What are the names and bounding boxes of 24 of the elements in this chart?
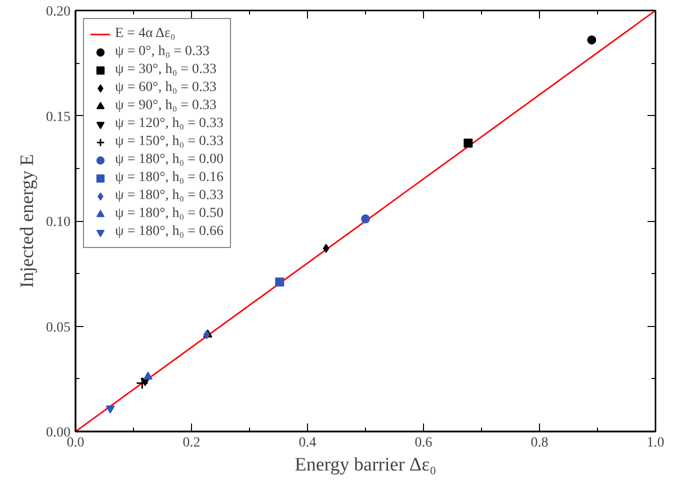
legend-label: ψ = 90°, h₀ = 0.33 xyxy=(115,97,217,115)
y-tick-label: 0.05 xyxy=(46,320,70,336)
legend-label: ψ = 150°, h₀ = 0.33 xyxy=(115,133,224,151)
legend-label: ψ = 180°, h₀ = 0.50 xyxy=(115,205,224,223)
legend-label: ψ = 60°, h₀ = 0.33 xyxy=(115,79,217,97)
x-axis-title: Energy barrier Δε₀ xyxy=(294,454,436,476)
x-tick-label: 0.6 xyxy=(414,436,432,450)
legend-label: ψ = 180°, h₀ = 0.16 xyxy=(115,169,224,187)
x-tick-label: 0.2 xyxy=(182,436,200,450)
y-axis-title: Injected energy E xyxy=(17,154,38,288)
legend-label: ψ = 0°, h₀ = 0.33 xyxy=(115,43,210,61)
y-tick-label: 0.20 xyxy=(46,4,70,20)
legend-label: ψ = 120°, h₀ = 0.33 xyxy=(115,115,224,133)
legend-label: ψ = 30°, h₀ = 0.33 xyxy=(115,61,217,79)
x-tick-label: 0.8 xyxy=(530,436,548,450)
legend-label: ψ = 180°, h₀ = 0.00 xyxy=(115,151,224,169)
legend-label: ψ = 180°, h₀ = 0.33 xyxy=(115,187,224,205)
legend-label: ψ = 180°, h₀ = 0.66 xyxy=(115,223,224,241)
x-tick-label: 0.0 xyxy=(66,436,84,450)
y-tick-label: 0.10 xyxy=(46,215,70,230)
x-tick-label: 1.0 xyxy=(646,436,664,450)
legend-label: E = 4α Δε₀ xyxy=(115,25,176,43)
x-tick-label: 0.4 xyxy=(298,436,316,450)
y-tick-label: 0.15 xyxy=(46,110,70,125)
